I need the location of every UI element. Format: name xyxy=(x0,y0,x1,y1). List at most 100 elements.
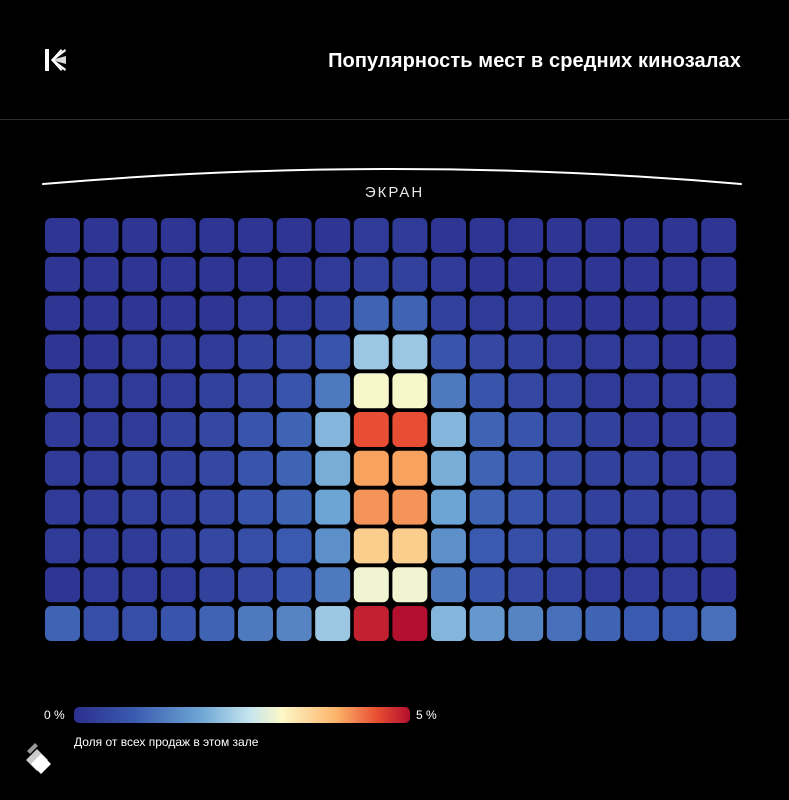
seat-cell xyxy=(508,528,544,564)
seat-cell xyxy=(238,606,273,641)
seat-cell xyxy=(122,528,158,564)
header-divider xyxy=(0,119,789,120)
seat-cell xyxy=(83,256,119,292)
seat-cell xyxy=(662,295,698,331)
seat-cell xyxy=(392,295,428,331)
seat-cell xyxy=(469,412,505,447)
seat-cell xyxy=(45,489,80,525)
seat-cell xyxy=(624,218,659,253)
seat-cell xyxy=(45,606,80,641)
seat-cell xyxy=(83,334,119,370)
seat-cell xyxy=(199,295,235,331)
seat-cell xyxy=(199,528,235,564)
seat-cell xyxy=(469,528,505,564)
seat-cell xyxy=(431,450,466,486)
seat-cell xyxy=(469,256,505,292)
seat-cell xyxy=(276,295,312,331)
seat-cell xyxy=(585,450,621,486)
seat-cell xyxy=(122,295,158,331)
seat-cell xyxy=(199,489,235,525)
screen-label: ЭКРАН xyxy=(364,184,425,201)
screen-arc xyxy=(42,168,742,185)
seat-cell xyxy=(45,256,80,292)
seat-cell xyxy=(508,567,544,603)
seat-cell xyxy=(624,606,659,641)
seat-cell xyxy=(122,567,158,603)
seat-cell xyxy=(122,373,158,409)
seat-cell xyxy=(508,218,544,253)
seat-cell xyxy=(315,489,351,525)
seat-cell xyxy=(238,567,273,603)
seat-cell xyxy=(238,412,273,447)
seat-cell xyxy=(276,373,312,409)
seat-cell xyxy=(199,334,235,370)
seat-cell xyxy=(701,295,737,331)
seat-cell xyxy=(624,334,659,370)
seat-cell xyxy=(122,412,158,447)
seat-cell xyxy=(199,450,235,486)
seat-cell xyxy=(83,218,119,253)
seat-cell xyxy=(276,567,312,603)
seat-cell xyxy=(431,412,466,447)
seat-cell xyxy=(392,450,428,486)
seat-cell xyxy=(546,256,582,292)
seat-cell xyxy=(353,218,389,253)
seat-cell xyxy=(353,450,389,486)
seat-cell xyxy=(353,412,389,447)
seat-cell xyxy=(315,218,351,253)
seat-cell xyxy=(315,334,351,370)
seat-cell xyxy=(701,489,737,525)
seat-cell xyxy=(276,256,312,292)
seat-cell xyxy=(585,373,621,409)
seat-cell xyxy=(508,489,544,525)
seat-cell xyxy=(238,295,273,331)
seat-cell xyxy=(83,412,119,447)
seat-cell xyxy=(585,334,621,370)
seat-cell xyxy=(662,528,698,564)
seat-cell xyxy=(315,528,351,564)
seat-cell xyxy=(160,334,196,370)
seat-cell xyxy=(160,256,196,292)
seat-cell xyxy=(701,373,737,409)
seat-cell xyxy=(469,295,505,331)
seat-cell xyxy=(546,218,582,253)
seat-cell xyxy=(160,606,196,641)
seat-cell xyxy=(238,373,273,409)
seat-cell xyxy=(276,528,312,564)
seat-cell xyxy=(160,450,196,486)
seat-cell xyxy=(353,295,389,331)
seat-cell xyxy=(392,567,428,603)
seat-cell xyxy=(238,528,273,564)
seat-cell xyxy=(431,218,466,253)
seat-cell xyxy=(83,528,119,564)
seat-cell xyxy=(585,528,621,564)
seat-cell xyxy=(662,489,698,525)
seat-cell xyxy=(392,256,428,292)
seat-cell xyxy=(431,606,466,641)
seat-cell xyxy=(315,256,351,292)
seat-cell xyxy=(315,567,351,603)
seat-cell xyxy=(701,412,737,447)
legend-color-bar xyxy=(74,707,410,723)
seat-cell xyxy=(469,218,505,253)
kion-logo-icon xyxy=(45,49,66,71)
seat-cell xyxy=(431,567,466,603)
seat-cell xyxy=(160,489,196,525)
seat-cell xyxy=(701,334,737,370)
seat-cell xyxy=(546,295,582,331)
seat-cell xyxy=(585,489,621,525)
seat-cell xyxy=(508,606,544,641)
seat-cell xyxy=(83,373,119,409)
seat-cell xyxy=(546,334,582,370)
seat-cell xyxy=(701,567,737,603)
seat-cell xyxy=(624,412,659,447)
seat-cell xyxy=(662,218,698,253)
seat-cell xyxy=(122,489,158,525)
seat-cell xyxy=(662,373,698,409)
seat-cell xyxy=(83,450,119,486)
seat-cell xyxy=(508,334,544,370)
seat-cell xyxy=(624,450,659,486)
seat-cell xyxy=(353,567,389,603)
seat-cell xyxy=(392,334,428,370)
seat-cell xyxy=(624,256,659,292)
